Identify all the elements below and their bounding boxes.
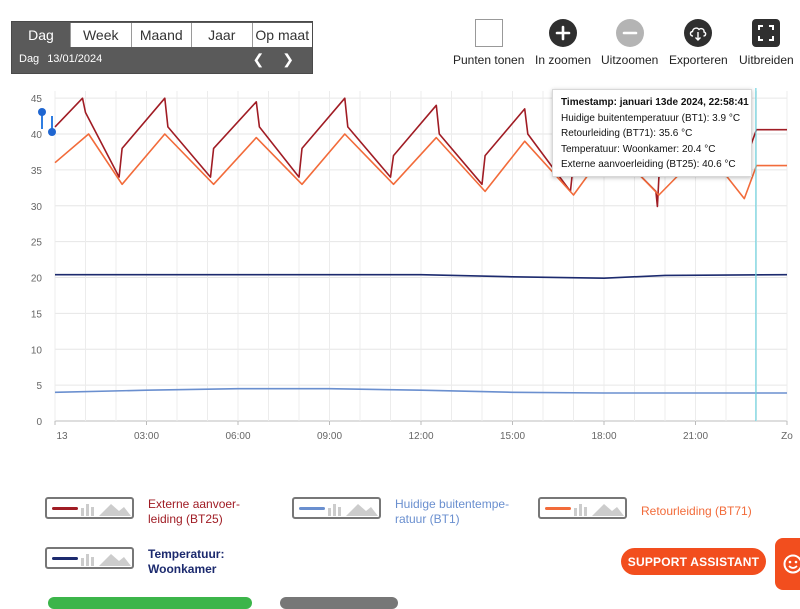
legend-supply[interactable]: Externe aanvoer- leiding (BT25) bbox=[45, 497, 258, 527]
legend-supply-swatch bbox=[52, 507, 78, 510]
tooltip-supply: Externe aanvoerleiding (BT25): 40.6 °C bbox=[561, 157, 743, 173]
period-tabs: Dag Week Maand Jaar Op maat bbox=[12, 22, 312, 47]
x-tick-label: 21:00 bbox=[683, 431, 708, 442]
x-tick-label: 15:00 bbox=[500, 431, 525, 442]
bottom-grey-button[interactable] bbox=[280, 597, 398, 609]
legend-return[interactable]: Retourleiding (BT71) bbox=[538, 497, 771, 519]
mini-chart-icon bbox=[574, 502, 624, 516]
legend-outdoor[interactable]: Huidige buitentempe- ratuur (BT1) bbox=[292, 497, 515, 527]
chat-smiley-icon bbox=[783, 554, 800, 574]
range-handle-bottom[interactable] bbox=[48, 128, 56, 136]
show-points-label: Punten tonen bbox=[453, 53, 524, 67]
y-tick-label: 25 bbox=[31, 238, 43, 249]
tab-dag[interactable]: Dag bbox=[12, 23, 71, 47]
export-label: Exporteren bbox=[669, 53, 728, 67]
x-tick-label: 03:00 bbox=[134, 431, 159, 442]
plus-icon bbox=[549, 19, 577, 47]
minus-icon bbox=[616, 19, 644, 47]
legend-outdoor-label-2: ratuur (BT1) bbox=[395, 512, 515, 527]
legend-indoor[interactable]: Temperatuur: Woonkamer bbox=[45, 547, 258, 577]
checkbox-icon[interactable] bbox=[475, 19, 503, 47]
tooltip-outdoor: Huidige buitentemperatuur (BT1): 3.9 °C bbox=[561, 111, 743, 127]
legend-outdoor-swatch bbox=[299, 507, 325, 510]
x-tick-label: Zo bbox=[781, 431, 793, 442]
bottom-green-button[interactable] bbox=[48, 597, 252, 609]
export-button[interactable]: Exporteren bbox=[669, 19, 728, 67]
expand-button[interactable]: Uitbreiden bbox=[739, 19, 794, 67]
period-date-row: Dag 13/01/2024 ❮ ❯ bbox=[12, 47, 312, 71]
x-tick-label: 09:00 bbox=[317, 431, 342, 442]
y-tick-label: 35 bbox=[31, 166, 43, 177]
tab-week[interactable]: Week bbox=[71, 23, 132, 47]
zoom-out-label: Uitzoomen bbox=[601, 53, 658, 67]
mini-chart-icon bbox=[81, 552, 131, 566]
chat-launcher[interactable] bbox=[775, 538, 800, 590]
tab-jaar[interactable]: Jaar bbox=[192, 23, 253, 47]
support-assistant-button[interactable]: SUPPORT ASSISTANT bbox=[621, 548, 766, 575]
chevron-right-icon[interactable]: ❯ bbox=[282, 51, 294, 68]
y-tick-label: 45 bbox=[31, 94, 43, 105]
legend-supply-label-2: leiding (BT25) bbox=[148, 512, 258, 527]
tooltip-indoor: Temperatuur: Woonkamer: 20.4 °C bbox=[561, 142, 743, 158]
legend-supply-toggle[interactable] bbox=[45, 497, 134, 519]
y-tick-label: 5 bbox=[36, 381, 42, 392]
fullscreen-icon bbox=[752, 19, 780, 47]
tab-maand[interactable]: Maand bbox=[132, 23, 193, 47]
y-tick-label: 20 bbox=[31, 274, 43, 285]
expand-label: Uitbreiden bbox=[739, 53, 794, 67]
x-tick-label: 13 bbox=[56, 431, 68, 442]
legend-return-swatch bbox=[545, 507, 571, 510]
legend-indoor-toggle[interactable] bbox=[45, 547, 134, 569]
legend-supply-label-1: Externe aanvoer- bbox=[148, 497, 258, 512]
period-date: 13/01/2024 bbox=[47, 53, 102, 65]
period-row-label: Dag bbox=[19, 53, 39, 65]
legend-indoor-swatch bbox=[52, 557, 78, 560]
cloud-download-icon bbox=[684, 19, 712, 47]
chevron-left-icon[interactable]: ❮ bbox=[253, 51, 265, 68]
zoom-in-button[interactable]: In zoomen bbox=[535, 19, 591, 67]
legend-outdoor-label-1: Huidige buitentempe- bbox=[395, 497, 515, 512]
legend-outdoor-toggle[interactable] bbox=[292, 497, 381, 519]
y-tick-label: 15 bbox=[31, 309, 43, 320]
chart-tooltip: Timestamp: januari 13de 2024, 22:58:41 H… bbox=[552, 89, 752, 177]
tab-op-maat[interactable]: Op maat bbox=[253, 23, 313, 47]
x-tick-label: 06:00 bbox=[225, 431, 250, 442]
legend-indoor-label-1: Temperatuur: bbox=[148, 547, 258, 562]
legend-return-toggle[interactable] bbox=[538, 497, 627, 519]
y-tick-label: 10 bbox=[31, 345, 43, 356]
period-selector: Dag Week Maand Jaar Op maat Dag 13/01/20… bbox=[11, 21, 313, 74]
y-tick-label: 30 bbox=[31, 202, 43, 213]
legend-indoor-label-2: Woonkamer bbox=[148, 562, 258, 577]
y-tick-label: 40 bbox=[31, 130, 43, 141]
show-points-toggle[interactable]: Punten tonen bbox=[453, 19, 524, 67]
y-tick-label: 0 bbox=[36, 417, 42, 428]
x-tick-label: 18:00 bbox=[591, 431, 616, 442]
zoom-out-button[interactable]: Uitzoomen bbox=[601, 19, 658, 67]
tooltip-timestamp: Timestamp: januari 13de 2024, 22:58:41 bbox=[561, 95, 743, 111]
range-handle-top[interactable] bbox=[38, 108, 46, 116]
zoom-in-label: In zoomen bbox=[535, 53, 591, 67]
tooltip-return: Retourleiding (BT71): 35.6 °C bbox=[561, 126, 743, 142]
x-tick-label: 12:00 bbox=[408, 431, 433, 442]
legend-return-label: Retourleiding (BT71) bbox=[641, 504, 771, 519]
mini-chart-icon bbox=[328, 502, 378, 516]
mini-chart-icon bbox=[81, 502, 131, 516]
